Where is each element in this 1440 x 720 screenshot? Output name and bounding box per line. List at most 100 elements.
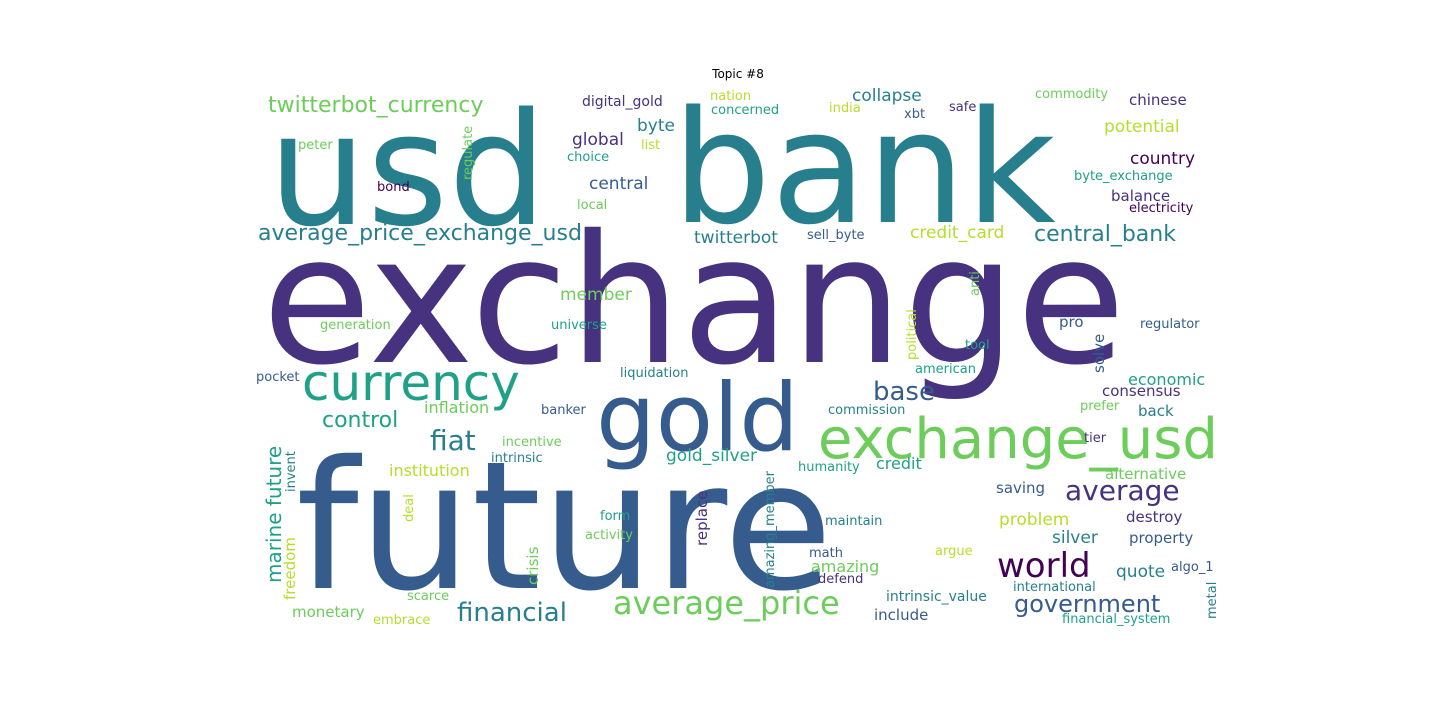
- word-average: average: [1065, 474, 1180, 507]
- word-destroy: destroy: [1126, 508, 1182, 526]
- word-twitterbot: twitterbot: [694, 228, 778, 248]
- word-metal: metal: [1205, 582, 1220, 619]
- word-electricity: electricity: [1129, 201, 1194, 216]
- word-regulator: regulator: [1140, 317, 1200, 332]
- word-incentive: incentive: [502, 435, 562, 450]
- word-exchange-usd: exchange_usd: [818, 407, 1218, 472]
- word-control: control: [322, 408, 398, 433]
- word-freedom: freedom: [281, 537, 299, 600]
- word-liquidation: liquidation: [620, 366, 688, 381]
- word-base: base: [873, 377, 935, 407]
- word-argue: argue: [935, 544, 973, 559]
- word-member: member: [560, 285, 632, 305]
- word-saving: saving: [996, 479, 1045, 497]
- chart-title: Topic #8: [712, 67, 764, 81]
- word-monetary: monetary: [292, 603, 365, 621]
- word-byte-exchange: byte_exchange: [1074, 169, 1173, 184]
- word-peter: peter: [298, 138, 333, 153]
- word-pro: pro: [1059, 313, 1084, 331]
- word-local: local: [577, 198, 607, 213]
- word-tool: tool: [965, 338, 990, 353]
- word-maintain: maintain: [825, 514, 882, 529]
- word-activity: activity: [585, 528, 633, 543]
- word-global: global: [572, 130, 624, 150]
- word-scarce: scarce: [407, 589, 449, 604]
- word-balance: balance: [1111, 187, 1170, 205]
- word-form: form: [600, 509, 630, 524]
- word-back: back: [1138, 402, 1174, 420]
- word-generation: generation: [320, 318, 391, 333]
- word-tier: tier: [1084, 431, 1107, 446]
- word-bank: bank: [672, 77, 1056, 259]
- word-nation: nation: [710, 89, 751, 104]
- word-sell-byte: sell_byte: [807, 228, 865, 243]
- word-byte: byte: [637, 116, 675, 136]
- word-twitterbot-currency: twitterbot_currency: [268, 93, 483, 118]
- word-anti: anti: [968, 271, 983, 296]
- word-algo-1: algo_1: [1171, 560, 1214, 575]
- word-financial-system: financial_system: [1062, 612, 1170, 627]
- word-financial: financial: [457, 598, 567, 628]
- word-prefer: prefer: [1080, 399, 1120, 414]
- word-invent: invent: [284, 451, 299, 492]
- word-inflation: inflation: [424, 398, 489, 417]
- word-commission: commission: [828, 403, 905, 418]
- word-xbt: xbt: [904, 107, 925, 122]
- word-problem: problem: [999, 510, 1069, 530]
- word-india: india: [829, 101, 861, 116]
- word-collapse: collapse: [852, 86, 922, 106]
- word-include: include: [874, 606, 928, 624]
- word-international: international: [1013, 580, 1096, 595]
- word-banker: banker: [541, 403, 587, 418]
- word-exchange: exchange: [262, 197, 1126, 404]
- word-digital-gold: digital_gold: [582, 94, 663, 110]
- word-marine-future: marine future: [262, 446, 286, 583]
- word-country: country: [1130, 149, 1195, 169]
- word-defend: defend: [818, 572, 863, 587]
- word-gold-silver: gold_silver: [666, 446, 757, 466]
- word-future: future: [296, 423, 833, 630]
- word-gold: gold: [596, 364, 799, 473]
- word-math: math: [809, 546, 843, 561]
- word-commodity: commodity: [1035, 87, 1108, 102]
- word-property: property: [1129, 529, 1193, 547]
- word-currency: currency: [302, 354, 520, 412]
- word-deal: deal: [402, 494, 417, 522]
- word-solve: solve: [1090, 334, 1108, 373]
- word-political: political: [905, 309, 920, 360]
- word-safe: safe: [949, 100, 976, 115]
- word-bond: bond: [377, 180, 410, 195]
- word-potential: potential: [1104, 117, 1180, 137]
- word-intrinsic-value: intrinsic_value: [886, 589, 987, 605]
- word-average-price: average_price: [613, 584, 840, 622]
- word-list: list: [641, 138, 660, 153]
- word-economic: economic: [1128, 370, 1205, 389]
- word-chinese: chinese: [1129, 91, 1187, 109]
- word-crisis: crisis: [524, 546, 542, 585]
- word-intrinsic: intrinsic: [491, 451, 543, 466]
- word-choice: choice: [567, 150, 609, 165]
- word-universe: universe: [551, 318, 607, 333]
- word-replace: replace: [693, 491, 711, 546]
- word-amazing-member: amazing_member: [763, 470, 778, 588]
- word-american: american: [915, 362, 976, 377]
- word-silver: silver: [1052, 528, 1098, 548]
- word-embrace: embrace: [373, 613, 430, 628]
- word-central: central: [589, 174, 648, 194]
- word-concerned: concerned: [711, 103, 779, 118]
- word-usd: usd: [268, 79, 547, 261]
- word-regulate: regulate: [461, 126, 476, 180]
- word-humanity: humanity: [798, 460, 860, 475]
- word-average-price-exchange-usd: average_price_exchange_usd: [258, 221, 582, 246]
- word-credit: credit: [876, 454, 922, 473]
- word-credit-card: credit_card: [910, 223, 1004, 243]
- word-pocket: pocket: [256, 370, 300, 385]
- word-amazing: amazing: [811, 557, 879, 576]
- word-central-bank: central_bank: [1034, 222, 1176, 247]
- word-world: world: [997, 546, 1091, 586]
- word-fiat: fiat: [430, 424, 476, 457]
- word-consensus: consensus: [1102, 382, 1181, 400]
- word-government: government: [1014, 590, 1160, 618]
- word-quote: quote: [1116, 562, 1165, 582]
